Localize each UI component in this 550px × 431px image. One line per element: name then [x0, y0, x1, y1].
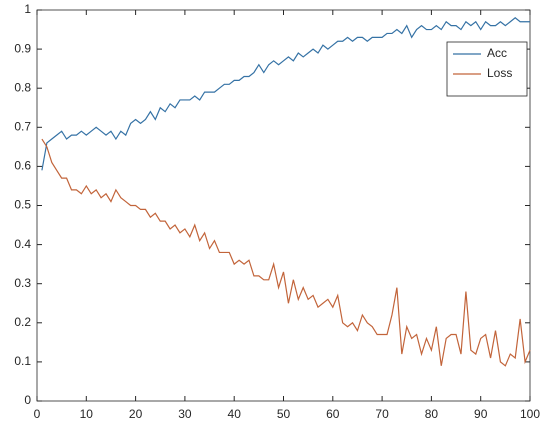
y-tick-label: 0.7	[14, 119, 31, 133]
y-tick-label: 0.6	[14, 159, 31, 173]
line-series	[41, 17, 530, 171]
legend-box	[446, 41, 528, 97]
x-tick-label: 20	[129, 407, 143, 421]
x-tick-label: 30	[178, 407, 192, 421]
x-tick-label: 0	[34, 407, 41, 421]
x-tick-label: 50	[277, 407, 291, 421]
y-tick-label: 0.3	[14, 276, 31, 290]
line-series	[41, 138, 531, 367]
y-tick-label: 0.5	[14, 198, 31, 212]
x-tick-label: 10	[80, 407, 94, 421]
y-tick-label: 0.9	[14, 41, 31, 55]
y-tick-label: 1	[24, 2, 31, 16]
y-tick-label: 0.2	[14, 315, 31, 329]
y-tick-label: 0.8	[14, 80, 31, 94]
legend-label: Loss	[487, 66, 512, 80]
y-tick-label: 0.4	[14, 237, 31, 251]
y-tick-label: 0	[24, 393, 31, 407]
x-tick-label: 60	[326, 407, 340, 421]
x-tick-label: 40	[228, 407, 242, 421]
legend-label: Acc	[487, 46, 507, 60]
x-tick-label: 100	[520, 407, 540, 421]
x-tick-label: 70	[375, 407, 389, 421]
y-tick-label: 0.1	[14, 354, 31, 368]
x-tick-label: 90	[474, 407, 488, 421]
x-tick-label: 80	[425, 407, 439, 421]
